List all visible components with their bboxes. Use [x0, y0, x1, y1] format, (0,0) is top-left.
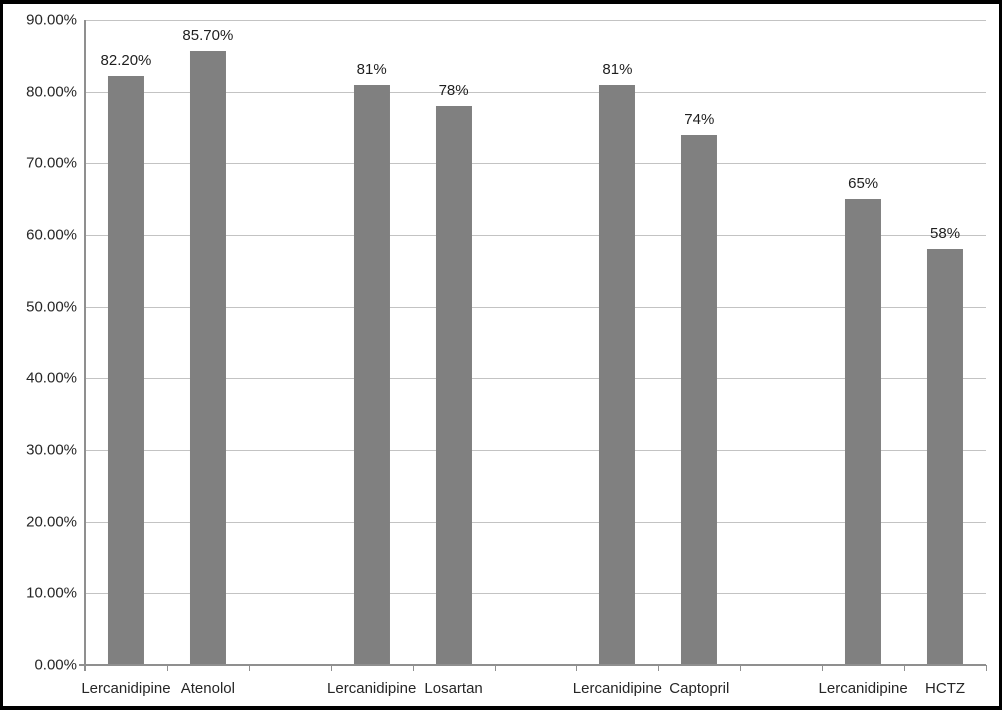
x-axis-tick — [740, 665, 742, 671]
x-axis-label: HCTZ — [925, 680, 966, 697]
y-axis-label: 10.00% — [26, 584, 77, 602]
category-slot — [249, 20, 331, 665]
gridline — [85, 593, 986, 595]
gridline — [85, 20, 986, 21]
gridline — [85, 91, 986, 93]
bar-value-label: 81% — [602, 60, 633, 78]
bar-value-label: 58% — [930, 225, 961, 243]
category-slot: 65% Lercanidipine — [819, 20, 908, 697]
bar — [599, 84, 636, 665]
x-axis-label: Lercanidipine — [81, 680, 171, 697]
x-axis-tick — [904, 665, 906, 671]
category-slot: 81% Lercanidipine — [573, 20, 662, 698]
bar-value-label: 82.20% — [100, 51, 152, 69]
y-axis-label: 0.00% — [34, 656, 77, 674]
x-axis-label: Lercanidipine — [818, 680, 908, 697]
x-axis-tick — [576, 665, 578, 671]
y-axis-label: 20.00% — [26, 513, 77, 531]
gridline — [85, 306, 986, 308]
plot-area: 0.00% 10.00% 20.00% 30.00% 40.00% 50.00% 60.00… — [26, 12, 987, 698]
x-axis-tick — [412, 665, 414, 671]
x-axis-tick — [248, 665, 250, 671]
bar-value-label: 78% — [438, 82, 469, 100]
y-axis-line — [84, 20, 86, 671]
gridline — [85, 521, 986, 523]
bar — [845, 199, 882, 665]
category-slot — [740, 20, 822, 665]
category-slot: 85.70% Atenolol — [167, 20, 249, 697]
gridline — [85, 235, 986, 236]
x-axis-label: Captopril — [669, 680, 730, 697]
category-slot — [495, 20, 577, 665]
x-axis-line — [79, 664, 986, 666]
x-axis-tick — [330, 665, 332, 671]
bar — [189, 50, 226, 665]
x-axis-tick — [986, 665, 987, 671]
bar-value-label: 65% — [848, 175, 879, 193]
y-axis-label: 90.00% — [26, 11, 77, 29]
bar — [435, 106, 472, 665]
category-slot: 82.20% Lercanidipine — [81, 20, 170, 697]
category-slot: 78% Losartan — [413, 20, 495, 697]
x-axis-tick — [822, 665, 824, 671]
y-axis-label: 40.00% — [26, 369, 77, 387]
bar-value-label: 81% — [356, 60, 387, 78]
x-axis-tick — [494, 665, 496, 671]
bar — [927, 249, 964, 665]
category-slot: 74% Captopril — [658, 20, 740, 697]
y-axis-label: 30.00% — [26, 441, 77, 459]
x-axis-label: Lercanidipine — [327, 680, 417, 697]
gridline — [85, 450, 986, 451]
gridline — [85, 163, 986, 165]
x-axis-label: Atenolol — [180, 680, 235, 697]
y-axis-label: 70.00% — [26, 154, 77, 172]
y-axis-label: 80.00% — [26, 83, 77, 101]
gridline — [85, 378, 986, 380]
y-axis-label: 50.00% — [26, 298, 77, 316]
y-axis-label: 60.00% — [26, 226, 77, 244]
x-axis-label: Losartan — [424, 680, 483, 697]
category-slot: 81% Lercanidipine — [327, 20, 416, 698]
x-axis-tick — [658, 665, 660, 671]
bar-value-label: 85.70% — [182, 26, 234, 44]
category-slot: 58% HCTZ — [904, 20, 986, 697]
x-axis-tick — [166, 665, 168, 671]
bar-value-label: 74% — [684, 110, 715, 128]
bar — [681, 134, 718, 665]
x-axis-label: Lercanidipine — [572, 680, 663, 697]
bar — [353, 84, 390, 665]
bar — [107, 75, 144, 665]
